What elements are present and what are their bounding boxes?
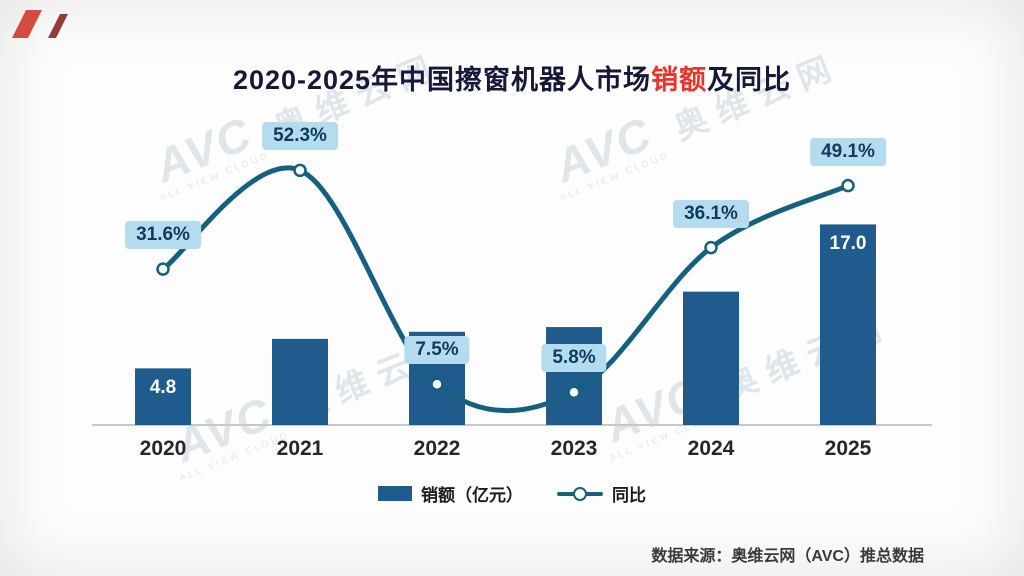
- corner-logo: [8, 6, 82, 47]
- legend-line-marker-icon: [573, 486, 587, 501]
- bar-2021: [272, 338, 328, 425]
- corner-logo-icon: [12, 10, 68, 38]
- bar-2023: [546, 327, 602, 425]
- data-source-note: 数据来源：奥维云网（AVC）推总数据: [651, 548, 924, 565]
- legend-item-sales: 销额（亿元）: [378, 481, 523, 506]
- yoy-line: [160, 165, 851, 414]
- legend-line-label: 同比: [612, 486, 646, 505]
- yoy-marker-2023: [567, 385, 581, 400]
- yoy-marker-2022: [430, 377, 444, 391]
- bar-2025: [820, 224, 876, 425]
- legend: 销额（亿元） 同比: [378, 481, 646, 506]
- title-suffix: 及同比: [707, 65, 792, 95]
- title-prefix: 2020-2025年中国擦窗机器人市场: [232, 65, 652, 95]
- yoy-marker-2025: [841, 178, 855, 193]
- legend-line-sample: [557, 486, 603, 501]
- chart-title: 2020-2025年中国擦窗机器人市场销额及同比: [0, 58, 1024, 97]
- legend-item-yoy: 同比: [557, 481, 646, 506]
- bar-2020: [135, 368, 191, 425]
- legend-bar-label: 销额（亿元）: [421, 486, 523, 505]
- bar-2024: [683, 291, 739, 425]
- yoy-marker-2020: [156, 262, 170, 276]
- yoy-marker-2021: [293, 163, 307, 178]
- title-highlight: 销额: [651, 65, 708, 95]
- yoy-marker-2024: [704, 240, 718, 255]
- legend-bar-swatch: [378, 486, 412, 501]
